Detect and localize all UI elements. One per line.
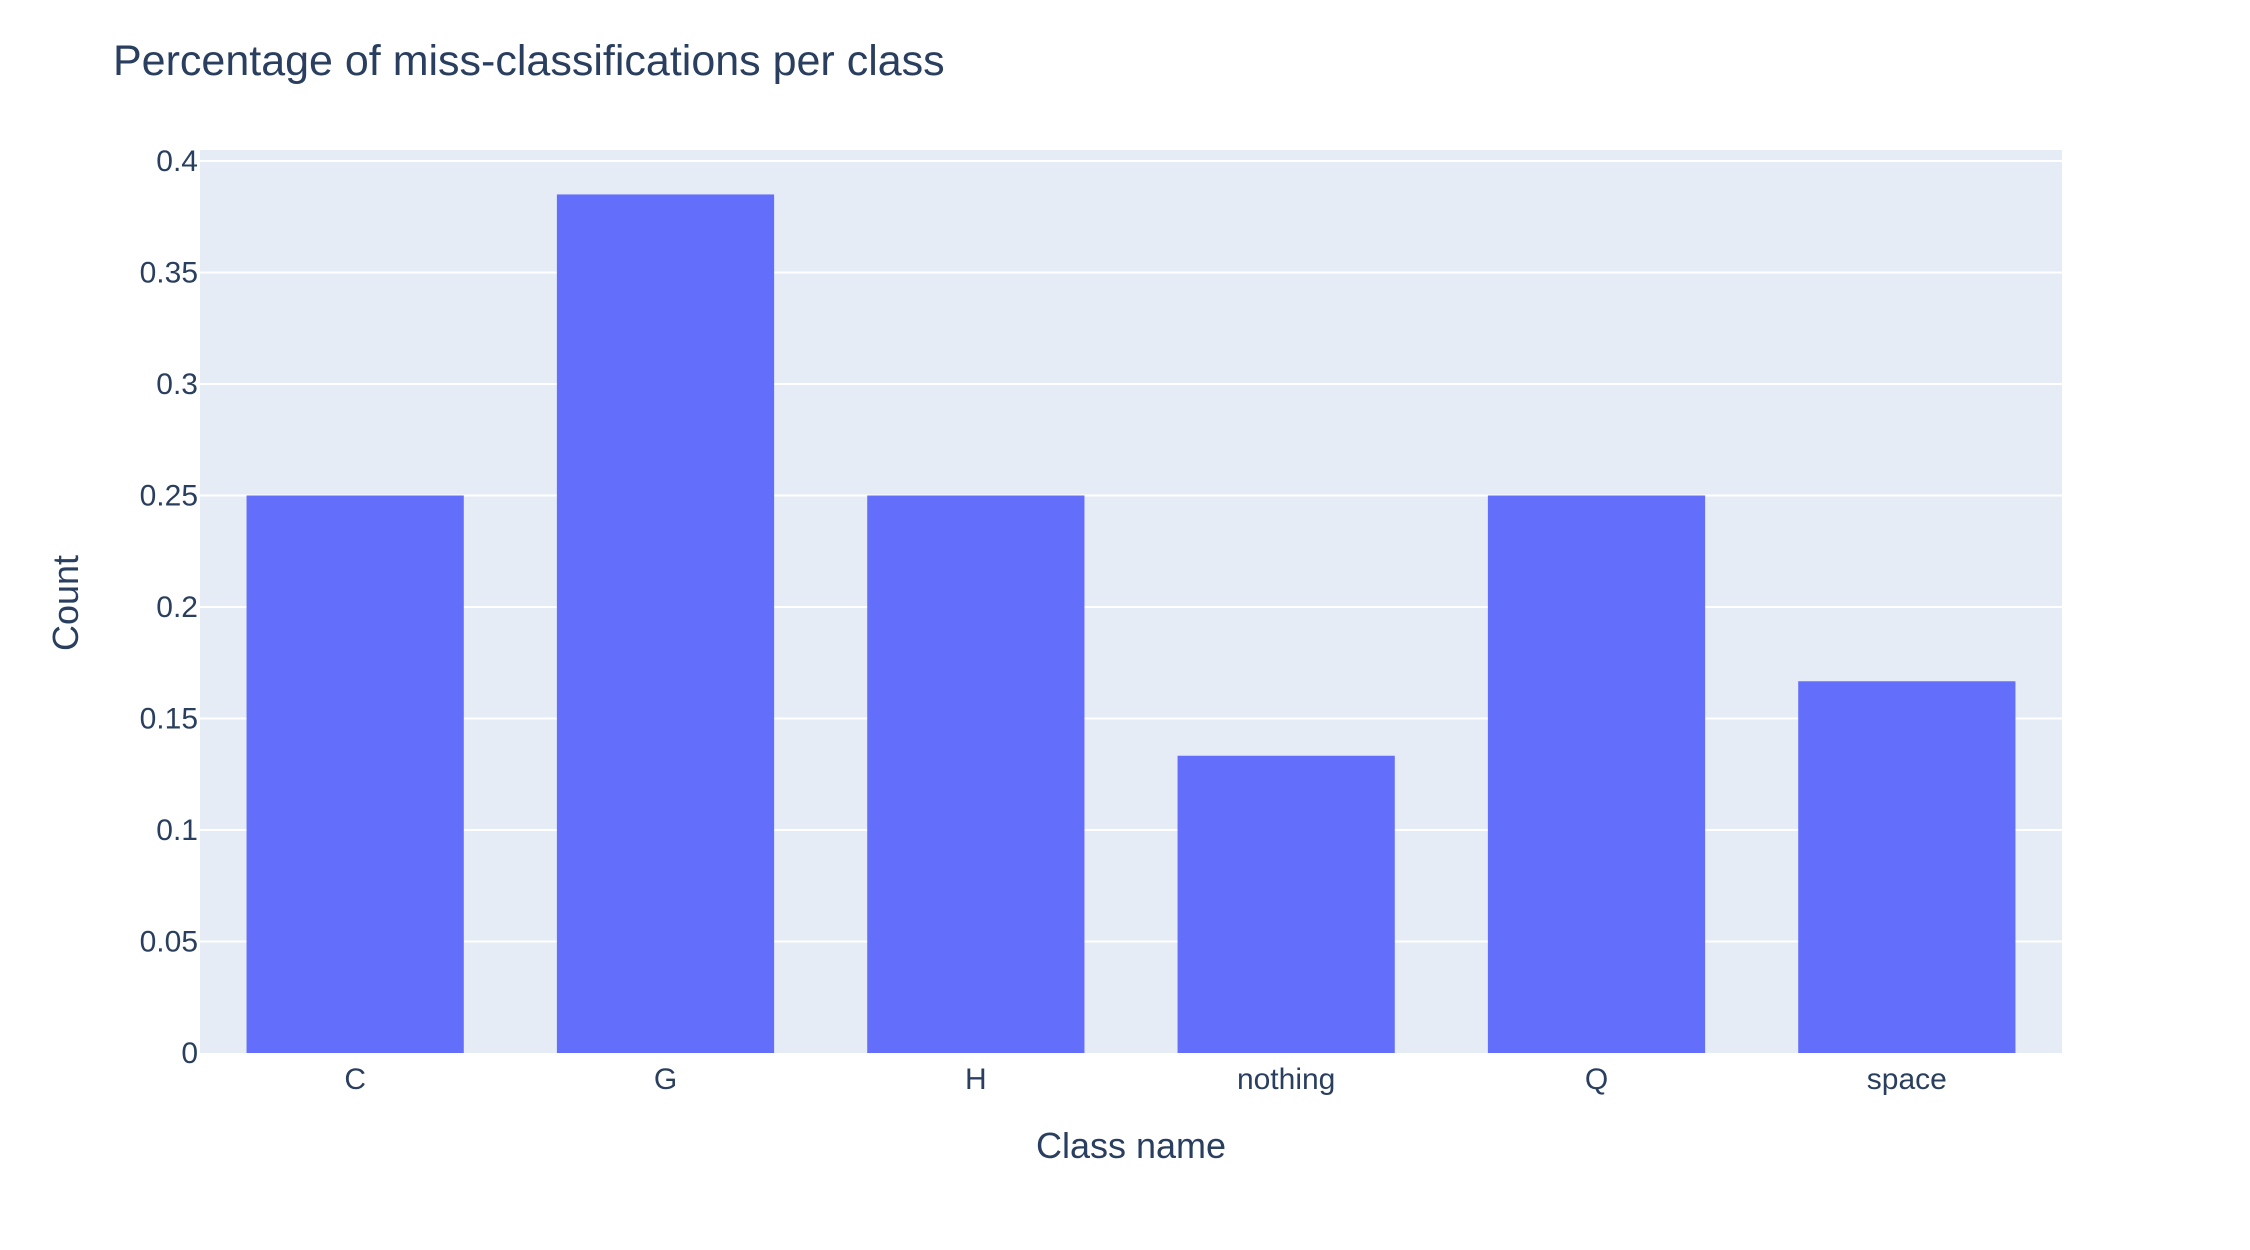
y-tick-label: 0.05	[140, 926, 198, 959]
y-axis-title: Count	[45, 555, 86, 651]
y-axis-ticks: 0 0.05 0.1 0.15 0.2 0.25 0.3 0.35 0.4	[140, 145, 198, 1070]
y-tick-label: 0.35	[140, 257, 198, 290]
plot-area	[200, 150, 2062, 1053]
x-tick-label: G	[654, 1063, 677, 1096]
y-tick-label: 0.25	[140, 480, 198, 513]
bar-space	[1798, 681, 2016, 1053]
x-tick-label: nothing	[1237, 1063, 1335, 1096]
y-tick-label: 0.15	[140, 703, 198, 736]
bar-c	[246, 495, 464, 1053]
gridlines	[200, 160, 2062, 943]
y-tick-label: 0.3	[156, 368, 198, 401]
bar-q	[1487, 495, 1706, 1053]
x-axis-title: Class name	[1036, 1125, 1226, 1166]
x-tick-label: H	[965, 1063, 987, 1096]
x-tick-label: Q	[1585, 1063, 1608, 1096]
bar-h	[867, 495, 1085, 1053]
bar-g	[556, 194, 775, 1053]
chart-title: Percentage of miss-classifications per c…	[113, 37, 945, 85]
bars	[246, 194, 2016, 1053]
bar-nothing	[1177, 755, 1395, 1053]
y-tick-label: 0	[181, 1037, 198, 1070]
x-tick-label: space	[1867, 1063, 1947, 1096]
y-tick-label: 0.4	[156, 145, 198, 178]
x-tick-label: C	[344, 1063, 366, 1096]
y-tick-label: 0.2	[156, 591, 198, 624]
y-tick-label: 0.1	[156, 814, 198, 847]
